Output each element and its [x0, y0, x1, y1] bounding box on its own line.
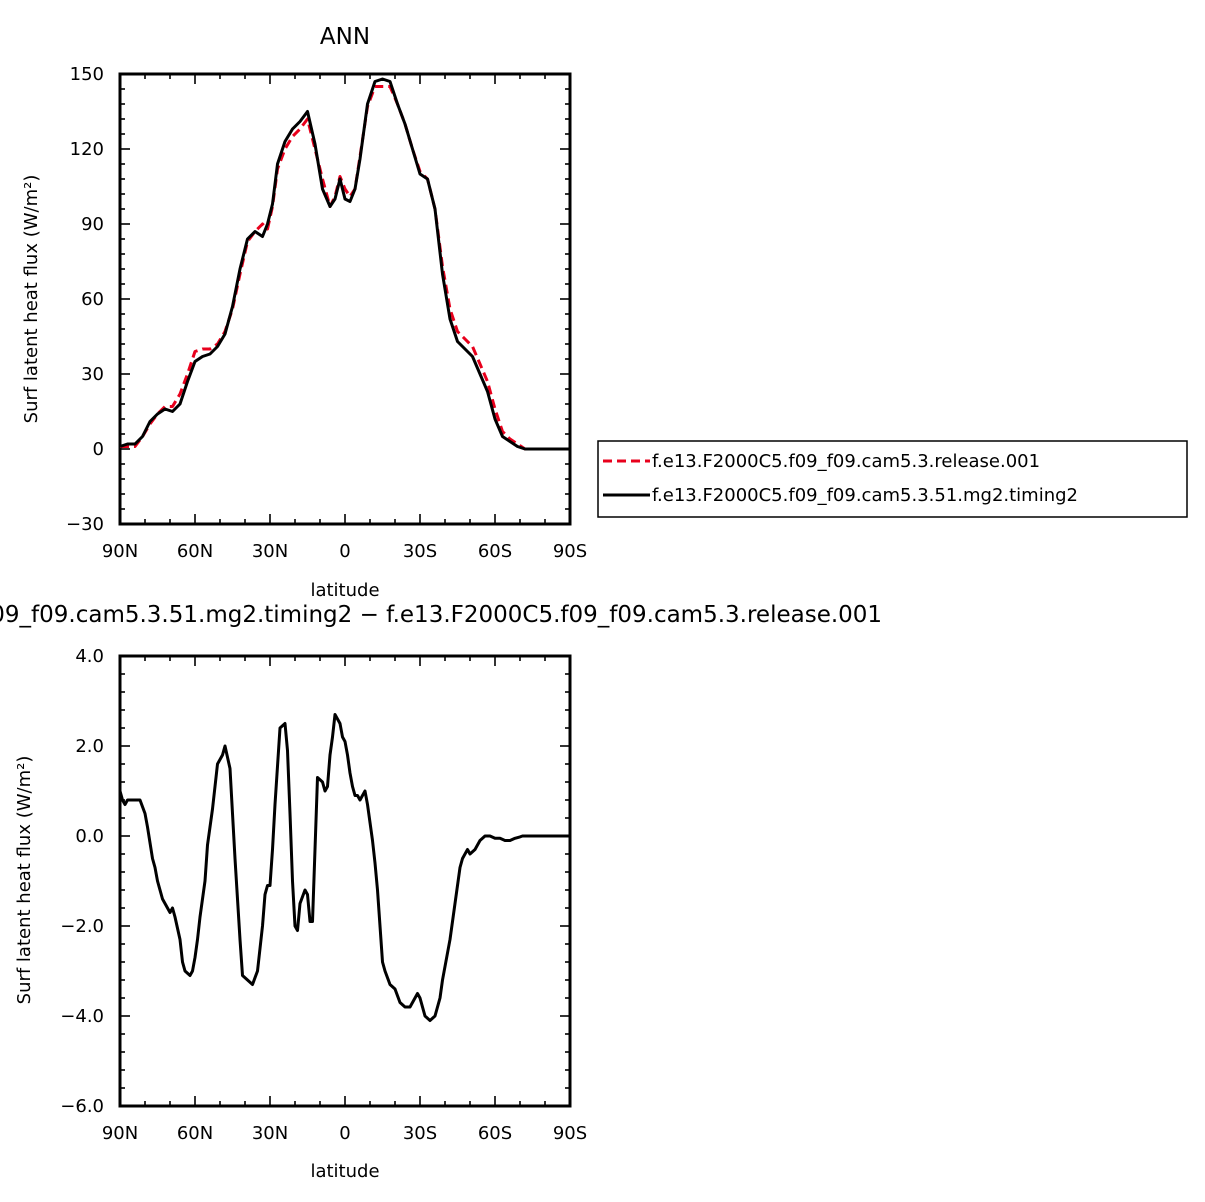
legend: f.e13.F2000C5.f09_f09.cam5.3.release.001…	[597, 440, 1188, 518]
y-tick-label: 90	[81, 214, 104, 235]
legend-box	[597, 440, 1188, 518]
y-tick-label: 60	[81, 289, 104, 310]
x-tick-label: 60N	[177, 1123, 213, 1144]
x-tick-label: 90S	[553, 541, 587, 562]
bottom-panel-title: f.e13.F2000C5.f09_f09.cam5.3.51.mg2.timi…	[0, 602, 882, 628]
y-tick-label: 120	[70, 139, 104, 160]
x-tick-label: 90N	[102, 541, 138, 562]
y-tick-label: 0	[93, 439, 104, 460]
bottom-panel: f.e13.F2000C5.f09_f09.cam5.3.51.mg2.timi…	[0, 602, 882, 1182]
legend-label-release: f.e13.F2000C5.f09_f09.cam5.3.release.001	[652, 451, 1040, 472]
bottom-panel-series	[118, 713, 570, 1022]
bottom-panel-ylabel: Surf latent heat flux (W/m²)	[14, 756, 35, 1005]
series-line-0	[120, 85, 570, 451]
y-tick-label: −30	[66, 514, 104, 535]
x-tick-label: 30N	[252, 541, 288, 562]
y-tick-label: 0.0	[75, 826, 104, 847]
top-panel-title: ANN	[320, 24, 370, 50]
bottom-panel-frame	[118, 654, 572, 1108]
top-panel-ticks: 90N 60N 30N 0 30S 60S 90S −30 0 30 60 90 120 150	[66, 64, 587, 562]
top-panel-xlabel: latitude	[310, 580, 379, 601]
y-tick-label: −4.0	[60, 1006, 104, 1027]
x-tick-label: 30N	[252, 1123, 288, 1144]
x-tick-label: 60S	[478, 1123, 512, 1144]
y-tick-label: 150	[70, 64, 104, 85]
y-tick-label: 4.0	[75, 646, 104, 667]
top-panel: ANN 90N 60N 30N 0 30S 60S 90S−300306090120150 …	[21, 24, 587, 601]
y-tick-label: 2.0	[75, 736, 104, 757]
x-tick-label: 0	[339, 1123, 350, 1144]
x-tick-label: 60S	[478, 541, 512, 562]
y-tick-label: −6.0	[60, 1096, 104, 1117]
legend-label-timing2: f.e13.F2000C5.f09_f09.cam5.3.51.mg2.timi…	[652, 485, 1078, 506]
x-tick-label: 60N	[177, 541, 213, 562]
y-tick-label: −2.0	[60, 916, 104, 937]
y-tick-label: 30	[81, 364, 104, 385]
top-panel-series	[119, 77, 570, 451]
x-tick-label: 90S	[553, 1123, 587, 1144]
x-tick-label: 90N	[102, 1123, 138, 1144]
bottom-panel-xlabel: latitude	[310, 1161, 379, 1182]
x-tick-label: 0	[339, 541, 350, 562]
series-line-1	[119, 77, 570, 451]
x-tick-label: 30S	[403, 1123, 437, 1144]
x-tick-label: 30S	[403, 541, 437, 562]
series-line-0	[118, 713, 570, 1022]
bottom-panel-ticks: 90N 60N 30N 0 30S 60S 90S −6.0 −4.0 −2.0 0.0 2.0 4.0	[60, 646, 587, 1144]
top-panel-frame	[118, 72, 572, 526]
top-panel-ylabel: Surf latent heat flux (W/m²)	[21, 175, 42, 424]
